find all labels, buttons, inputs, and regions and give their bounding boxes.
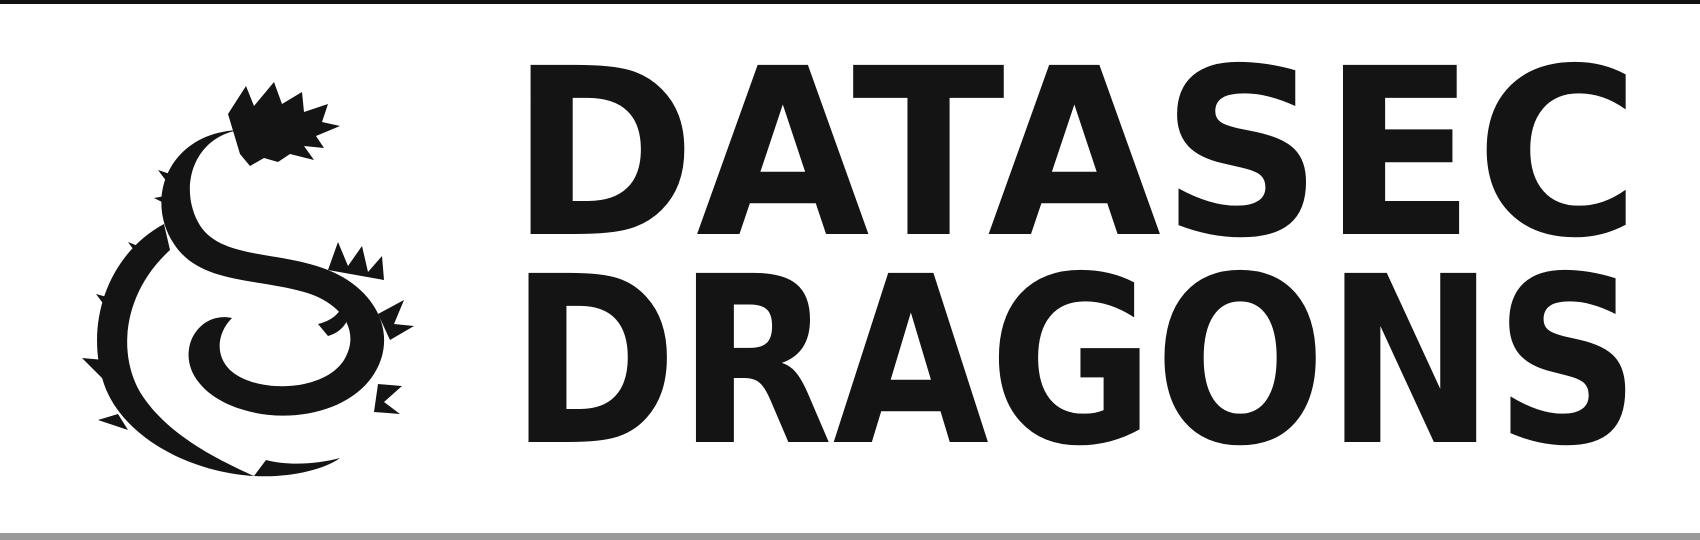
top-border xyxy=(0,0,1700,4)
wordmark-line-1: DATASEC xyxy=(510,56,1640,289)
dragon-icon xyxy=(78,74,450,478)
bottom-border xyxy=(0,533,1700,540)
wordmark: DATASEC DRAGONS xyxy=(510,56,1640,486)
wordmark-line-2: DRAGONS xyxy=(510,227,1640,486)
